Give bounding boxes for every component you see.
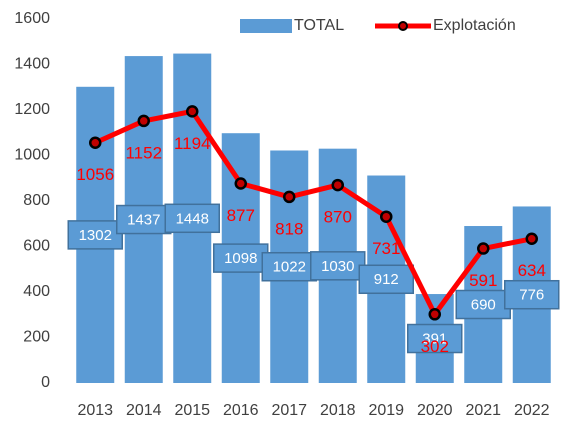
- legend-label: TOTAL: [294, 17, 344, 34]
- y-tick-label: 600: [23, 238, 50, 255]
- data-label-box: [261, 251, 317, 282]
- y-tick-label: 400: [23, 283, 50, 300]
- y-tick-label: 1600: [14, 10, 50, 27]
- marker: [283, 190, 296, 204]
- x-tick-label: 2020: [417, 402, 453, 419]
- data-label-box: [455, 289, 511, 320]
- x-tick-label: 2013: [77, 402, 113, 419]
- data-label: 1022: [273, 259, 306, 276]
- data-label: 776: [519, 287, 544, 304]
- data-label: 1437: [127, 212, 160, 229]
- data-label: 818: [275, 219, 303, 238]
- legend-marker: [398, 21, 408, 31]
- data-label: 870: [324, 208, 352, 227]
- data-label-box: [358, 264, 414, 295]
- legend-label: Explotación: [433, 17, 516, 34]
- y-tick-label: 1000: [14, 147, 50, 164]
- data-label-box: [407, 323, 463, 354]
- marker: [525, 232, 538, 246]
- data-label: 912: [374, 271, 399, 288]
- marker: [331, 178, 344, 192]
- data-label: 690: [471, 296, 496, 313]
- y-tick-label: 800: [23, 192, 50, 209]
- data-label: 731: [372, 239, 400, 258]
- marker: [428, 308, 441, 321]
- data-label: 591: [469, 271, 497, 290]
- x-tick-label: 2016: [223, 402, 259, 419]
- x-tick-label: 2019: [368, 402, 404, 419]
- x-tick-label: 2018: [320, 402, 356, 419]
- marker: [89, 136, 102, 150]
- x-tick-label: 2014: [126, 402, 162, 419]
- data-label-box: [164, 203, 220, 234]
- data-label: 877: [227, 206, 255, 225]
- data-label: 1152: [125, 143, 162, 162]
- x-tick-label: 2021: [465, 402, 501, 419]
- y-tick-label: 200: [23, 329, 50, 346]
- data-label-box: [67, 220, 123, 250]
- y-tick-label: 0: [41, 374, 50, 391]
- data-label-box: [504, 279, 560, 310]
- data-label: 1448: [176, 210, 209, 227]
- data-label: 1030: [321, 258, 354, 275]
- data-label: 1302: [79, 227, 112, 244]
- x-tick-label: 2022: [514, 402, 550, 419]
- y-tick-label: 1400: [14, 56, 50, 73]
- marker: [137, 114, 150, 128]
- data-label: 634: [518, 261, 546, 280]
- marker: [234, 177, 247, 190]
- data-label: 1056: [76, 165, 114, 184]
- data-label: 1194: [174, 134, 211, 153]
- x-tick-label: 2015: [174, 402, 210, 419]
- data-label: 391: [422, 330, 447, 347]
- data-label: 1098: [224, 250, 257, 267]
- data-label: 302: [421, 337, 449, 356]
- line: [94, 108, 533, 317]
- marker: [380, 210, 393, 223]
- marker: [477, 242, 490, 255]
- x-tick-label: 2017: [271, 402, 307, 419]
- y-tick-label: 1200: [14, 101, 50, 118]
- legend-swatch: [240, 19, 292, 33]
- data-label-box: [310, 251, 366, 281]
- data-label-box: [213, 243, 269, 273]
- marker: [186, 105, 199, 118]
